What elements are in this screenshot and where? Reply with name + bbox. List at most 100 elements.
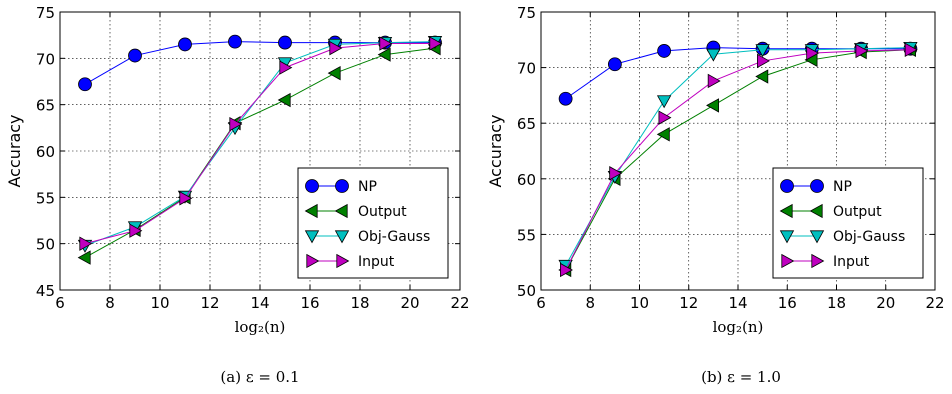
legend-marker bbox=[335, 179, 349, 193]
series-line bbox=[565, 49, 911, 271]
caption-a: (a) ε = 0.1 bbox=[220, 368, 300, 386]
y-tick-label: 45 bbox=[36, 282, 55, 300]
legend-marker bbox=[304, 203, 318, 219]
data-point bbox=[806, 45, 820, 61]
legend-label: NP bbox=[358, 179, 377, 195]
legend-marker bbox=[779, 203, 793, 219]
y-axis-label: Accuracy bbox=[486, 114, 505, 187]
data-point bbox=[278, 35, 292, 50]
legend-label: Obj-Gauss bbox=[833, 229, 905, 245]
data-point bbox=[706, 48, 721, 62]
x-tick-label: 14 bbox=[728, 294, 747, 312]
x-tick-label: 10 bbox=[150, 294, 169, 312]
data-point bbox=[755, 69, 769, 84]
legend-label: Obj-Gauss bbox=[358, 229, 430, 245]
data-point bbox=[279, 60, 293, 75]
x-tick-label: 12 bbox=[679, 294, 698, 312]
y-axis-label: Accuracy bbox=[5, 114, 24, 187]
y-tick-label: 60 bbox=[517, 171, 536, 189]
data-point bbox=[707, 73, 721, 89]
data-point bbox=[560, 262, 573, 278]
x-axis-label: log₂(n) bbox=[235, 318, 286, 336]
x-tick-label: 6 bbox=[55, 294, 65, 312]
data-point bbox=[607, 57, 622, 72]
caption-b: (b) ε = 1.0 bbox=[701, 368, 781, 386]
x-tick-label: 16 bbox=[300, 294, 319, 312]
data-point bbox=[79, 236, 93, 251]
legend-marker bbox=[304, 230, 320, 244]
data-point bbox=[706, 98, 719, 113]
y-tick-label: 60 bbox=[36, 143, 55, 161]
y-tick-label: 55 bbox=[517, 226, 536, 244]
y-tick-label: 65 bbox=[36, 97, 55, 115]
x-tick-label: 8 bbox=[585, 294, 595, 312]
series-line bbox=[84, 43, 435, 245]
legend-marker bbox=[809, 203, 823, 219]
series-line bbox=[565, 49, 911, 271]
legend-marker bbox=[334, 203, 348, 219]
data-point bbox=[179, 191, 193, 206]
series-input bbox=[79, 36, 443, 251]
x-tick-label: 18 bbox=[350, 294, 369, 312]
data-point bbox=[904, 42, 918, 57]
data-point bbox=[656, 95, 672, 109]
legend-item-output: Output bbox=[779, 203, 882, 220]
legend: NP Output Obj-Gauss Input bbox=[772, 167, 924, 279]
y-tick-label: 70 bbox=[36, 50, 55, 68]
data-point bbox=[228, 34, 242, 49]
data-point bbox=[609, 166, 623, 181]
data-point bbox=[429, 36, 443, 51]
x-tick-label: 14 bbox=[250, 294, 269, 312]
legend-label: Input bbox=[358, 254, 395, 270]
data-point bbox=[377, 47, 391, 62]
x-tick-label: 20 bbox=[876, 294, 895, 312]
legend-item-input: Input bbox=[781, 253, 870, 270]
data-point bbox=[78, 77, 92, 92]
legend-marker bbox=[811, 253, 825, 269]
legend-marker bbox=[336, 253, 350, 269]
data-point bbox=[128, 48, 142, 63]
x-tick-label: 8 bbox=[105, 294, 115, 312]
x-tick-label: 12 bbox=[200, 294, 219, 312]
legend-marker bbox=[306, 253, 320, 269]
legend-item-obj-gauss: Obj-Gauss bbox=[779, 229, 905, 245]
chart-panel-a: 6 8 10 12 14 16 18 20 22 45 50 55 60 65 70 75 log₂(n) Acc… bbox=[5, 4, 470, 336]
legend-marker bbox=[781, 253, 795, 269]
y-tick-label: 55 bbox=[36, 189, 55, 207]
data-point bbox=[379, 36, 393, 51]
legend-label: Output bbox=[833, 204, 882, 220]
data-point bbox=[77, 250, 91, 265]
data-point bbox=[755, 44, 770, 58]
data-point bbox=[656, 127, 670, 142]
legend-marker bbox=[809, 230, 825, 244]
legend-label: Output bbox=[358, 204, 407, 220]
data-point bbox=[657, 44, 672, 58]
x-tick-label: 22 bbox=[450, 294, 469, 312]
x-tick-label: 6 bbox=[536, 294, 546, 312]
legend: NP Output Obj-Gauss Input bbox=[297, 167, 449, 279]
x-tick-label: 22 bbox=[925, 294, 944, 312]
legend-item-np: NP bbox=[305, 179, 377, 195]
y-tick-label: 50 bbox=[36, 236, 55, 254]
data-point bbox=[558, 91, 573, 106]
x-tick-label: 20 bbox=[400, 294, 419, 312]
series-input bbox=[560, 42, 918, 278]
legend-item-output: Output bbox=[304, 203, 407, 220]
legend-label: NP bbox=[833, 179, 852, 195]
data-point bbox=[327, 65, 341, 81]
y-tick-label: 50 bbox=[517, 282, 536, 300]
data-point bbox=[129, 223, 143, 238]
data-point bbox=[178, 37, 192, 52]
series-line bbox=[84, 47, 436, 259]
data-point bbox=[855, 43, 869, 59]
x-tick-label: 10 bbox=[630, 294, 649, 312]
chart-panel-b: 6 8 10 12 14 16 18 20 22 50 55 60 65 70 75 log₂(n) Accur… bbox=[486, 4, 945, 336]
legend-marker bbox=[780, 179, 794, 193]
plot-frame bbox=[59, 11, 461, 291]
x-tick-label: 16 bbox=[778, 294, 797, 312]
data-point bbox=[277, 92, 291, 108]
y-tick-label: 75 bbox=[517, 4, 536, 22]
legend-marker bbox=[810, 179, 824, 193]
legend-item-input: Input bbox=[306, 253, 395, 270]
